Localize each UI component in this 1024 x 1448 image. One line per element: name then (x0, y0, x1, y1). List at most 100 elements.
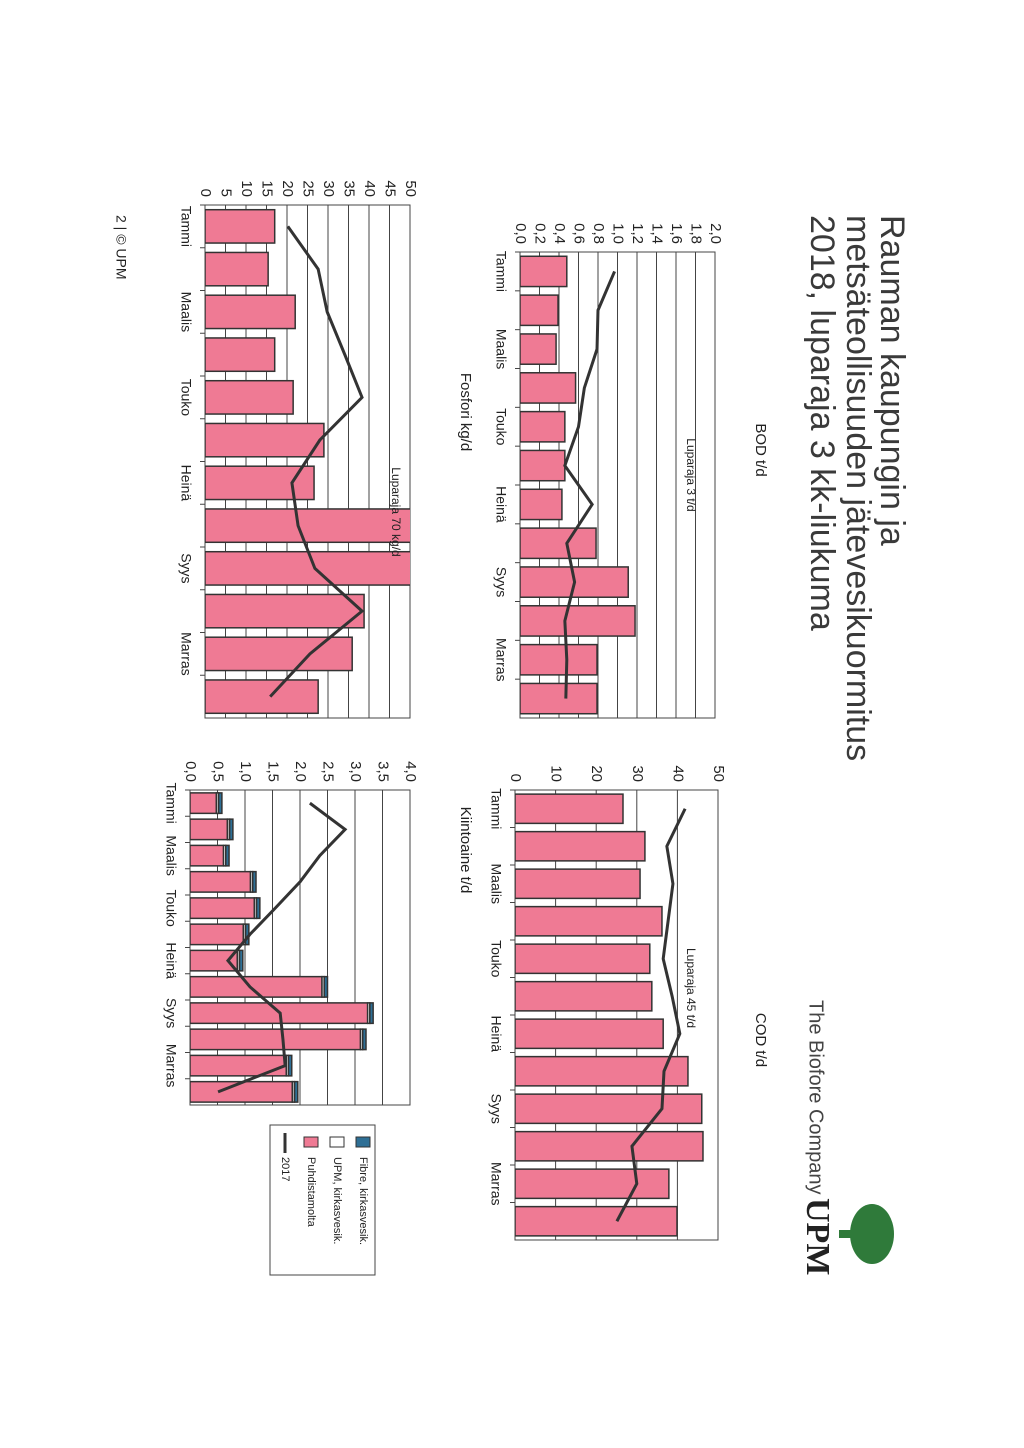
annotation: Luparaja 3 t/d (684, 438, 698, 511)
bar (520, 527, 597, 560)
logo-tree (839, 1204, 894, 1264)
y-tick-label: 15 (259, 180, 276, 197)
bar (205, 550, 410, 586)
y-tick-label: 0,5 (210, 761, 227, 782)
x-tick-label: Tammi (178, 206, 194, 247)
x-tick-label: Tammi (488, 788, 504, 829)
bar (205, 251, 269, 287)
bars (205, 208, 410, 715)
y-tick-label: 25 (300, 180, 317, 197)
y-tick-label: 1,2 (629, 223, 646, 244)
legend-swatch (303, 1136, 319, 1148)
y-tick-label: 3,5 (375, 761, 392, 782)
y-tick-label: 1,4 (649, 223, 666, 244)
x-tick-label: Maalis (178, 292, 194, 332)
legend-label: 2017 (279, 1157, 291, 1181)
x-tick-label: Touko (178, 379, 194, 417)
bar (515, 1018, 664, 1050)
bar (205, 593, 365, 629)
bar (205, 636, 353, 672)
legend-swatch (329, 1136, 345, 1148)
y-tick-label: 1,0 (237, 761, 254, 782)
bar (515, 830, 646, 862)
page-title: 2018, luparaja 3 kk-liukuma (803, 215, 841, 631)
bar (515, 1093, 703, 1125)
bar (293, 1080, 299, 1103)
x-tick-label: Heinä (488, 1015, 504, 1052)
x-tick-label: Marras (488, 1162, 504, 1206)
line (269, 225, 365, 698)
y-tick-label: 35 (341, 180, 358, 197)
chart-title: Fosfori kg/d (457, 373, 474, 451)
bar (255, 897, 261, 920)
line (563, 270, 616, 699)
bar (205, 294, 296, 330)
y-tick-label: 0 (507, 774, 524, 782)
y-tick-label: 0,8 (590, 223, 607, 244)
bar (515, 793, 624, 825)
page-title: metsäteollisuuden jätevesikuormitus (839, 215, 877, 761)
x-tick-label: Syys (488, 1094, 504, 1124)
bar (520, 372, 577, 404)
y-tick-label: 0,6 (571, 223, 588, 244)
bars (515, 793, 704, 1237)
bar (520, 449, 566, 482)
bar (515, 905, 663, 937)
bar (190, 844, 225, 867)
y-tick-label: 10 (548, 765, 565, 782)
y-tick-label: 30 (320, 180, 337, 197)
x-tick-label: Tammi (493, 251, 509, 292)
x-tick-label: Marras (178, 632, 194, 676)
legend-label: UPM, kirkasvesik. (331, 1157, 343, 1244)
bar (205, 508, 410, 544)
legend-label: Fibre, kirkasvesik. (357, 1157, 369, 1245)
x-tick-label: Syys (163, 998, 179, 1028)
bar (520, 410, 566, 443)
bar (190, 1080, 294, 1103)
bar (515, 1168, 670, 1200)
bar (205, 422, 325, 458)
y-tick-label: 1,8 (688, 223, 705, 244)
x-tick-label: Maalis (493, 329, 509, 369)
x-tick-label: Heinä (178, 465, 194, 502)
x-tick-label: Tammi (163, 783, 179, 824)
logo: UPM (799, 1198, 836, 1275)
bar (205, 679, 319, 715)
annotation: Luparaja 70 kg/d (389, 467, 403, 556)
bar (190, 870, 252, 893)
bar (520, 488, 563, 521)
bar (238, 949, 244, 972)
bar (190, 949, 239, 972)
bar (217, 792, 223, 815)
x-tick-label: Heinä (163, 942, 179, 979)
y-tick-label: 0,2 (532, 223, 549, 244)
chart-title: Kiintoaine t/d (457, 807, 474, 894)
bar (515, 1055, 689, 1087)
y-tick-label: 20 (279, 180, 296, 197)
bar (515, 1205, 678, 1237)
y-tick-label: 0,0 (182, 761, 199, 782)
y-tick-label: 0,0 (512, 223, 529, 244)
bar (224, 844, 230, 867)
x-tick-label: Syys (493, 567, 509, 597)
annotation: Luparaja 45 t/d (684, 948, 698, 1028)
x-tick-label: Heinä (493, 486, 509, 523)
bar (205, 337, 276, 373)
bar (515, 1130, 704, 1162)
x-tick-label: Marras (493, 638, 509, 682)
y-tick-label: 0 (197, 189, 214, 197)
bar (190, 1028, 362, 1051)
legend-swatch (355, 1136, 371, 1148)
bars (190, 792, 374, 1103)
bar (228, 818, 234, 841)
bar (520, 294, 559, 327)
y-tick-label: 3,0 (347, 761, 364, 782)
y-tick-label: 20 (588, 765, 605, 782)
legend-box (269, 1124, 376, 1276)
x-tick-label: Syys (178, 553, 194, 583)
y-tick-label: 2,0 (292, 761, 309, 782)
bar (515, 943, 651, 975)
chart-title: COD t/d (752, 1013, 769, 1067)
x-tick-label: Marras (163, 1044, 179, 1088)
x-tick-label: Touko (493, 408, 509, 446)
